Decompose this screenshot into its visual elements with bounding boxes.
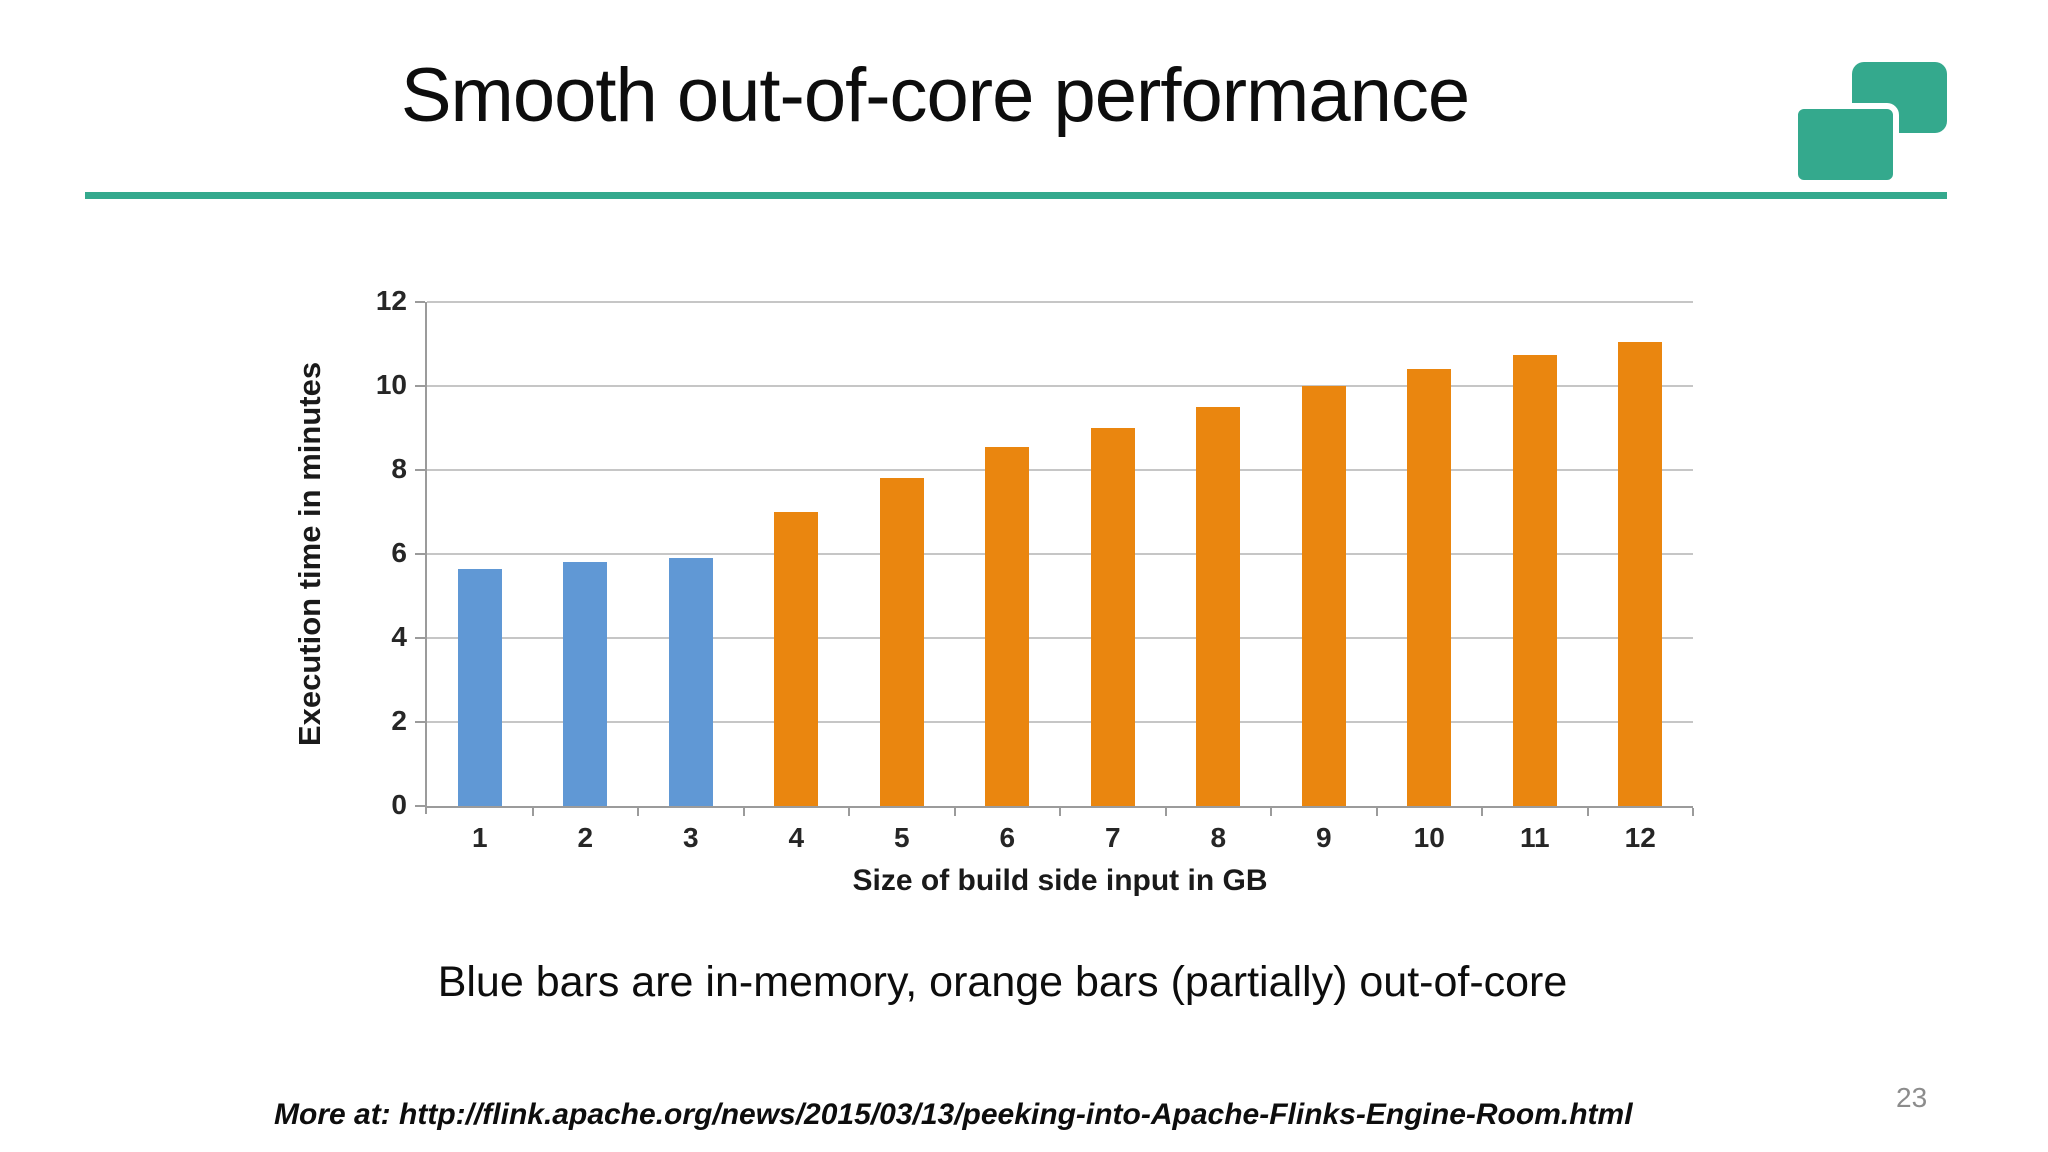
y-tick-label: 12 <box>375 285 407 316</box>
x-tick-mark <box>742 808 745 816</box>
y-axis-title: Execution time in minutes <box>292 361 327 747</box>
y-axis-line <box>425 302 427 814</box>
y-tick-label: 10 <box>375 369 407 400</box>
footer-link: More at: http://flink.apache.org/news/20… <box>274 1098 1633 1131</box>
gridline <box>427 301 1693 303</box>
x-tick-label: 1 <box>471 822 488 853</box>
x-axis-line <box>425 806 1693 808</box>
x-tick-label: 9 <box>1315 822 1332 853</box>
bar <box>668 558 713 806</box>
gridline <box>427 469 1693 471</box>
y-tick-label: 0 <box>391 789 407 820</box>
bar <box>1301 386 1346 806</box>
bar <box>1618 341 1663 806</box>
y-tick-mark <box>415 385 425 387</box>
gridline <box>427 385 1693 387</box>
bar <box>457 568 502 806</box>
bar <box>563 562 608 806</box>
x-tick-label: 5 <box>893 822 910 853</box>
x-tick-label: 6 <box>999 822 1016 853</box>
x-tick-mark <box>1270 808 1272 816</box>
gridline <box>427 637 1693 639</box>
x-tick-label: 7 <box>1104 822 1121 853</box>
logo <box>1790 55 2010 186</box>
y-tick-mark <box>415 553 425 555</box>
x-axis-title: Size of build side input in GB <box>852 864 1268 897</box>
logo-rectangle-front-icon <box>1792 103 1899 186</box>
x-tick-mark <box>1586 808 1589 816</box>
x-tick-label: 8 <box>1210 822 1227 853</box>
y-tick-label: 8 <box>391 453 407 484</box>
bar <box>774 512 819 806</box>
x-tick-label: 4 <box>788 822 805 853</box>
y-tick-label: 6 <box>391 537 407 568</box>
gridline <box>427 553 1693 555</box>
x-tick-mark <box>1375 808 1378 816</box>
x-tick-mark <box>1692 808 1694 816</box>
plot-area: 0 2 4 6 8 10 12 1 2 3 4 5 6 7 8 9 10 11 12 <box>376 285 1694 853</box>
caption: Blue bars are in-memory, orange bars (pa… <box>437 958 1568 1006</box>
title-divider <box>85 192 1947 199</box>
y-tick-mark <box>415 805 425 807</box>
gridline <box>427 721 1693 723</box>
page-number: 23 <box>1896 1082 1928 1113</box>
bar <box>879 478 924 806</box>
y-tick-mark <box>415 469 425 471</box>
x-tick-label: 10 <box>1413 822 1445 853</box>
bar <box>1512 354 1557 806</box>
x-tick-label: 12 <box>1624 822 1656 853</box>
y-tick-mark <box>415 721 425 723</box>
x-tick-label: 3 <box>682 822 699 853</box>
y-tick-mark <box>415 301 425 303</box>
x-tick-mark <box>637 808 639 816</box>
x-tick-mark <box>531 808 534 816</box>
bar <box>1407 369 1452 806</box>
y-tick-mark <box>415 637 425 639</box>
x-tick-mark <box>1164 808 1167 816</box>
x-tick-mark <box>953 808 956 816</box>
page-title: Smooth out-of-core performance <box>400 53 1470 138</box>
x-tick-mark <box>1059 808 1061 816</box>
x-tick-mark <box>1481 808 1483 816</box>
y-tick-label: 4 <box>391 621 407 652</box>
bar <box>1196 407 1241 806</box>
x-tick-label: 11 <box>1519 822 1550 853</box>
x-tick-mark <box>848 808 850 816</box>
bar <box>985 446 1030 806</box>
x-tick-label: 2 <box>577 822 594 853</box>
y-tick-label: 2 <box>391 705 407 736</box>
bar <box>1090 428 1135 806</box>
